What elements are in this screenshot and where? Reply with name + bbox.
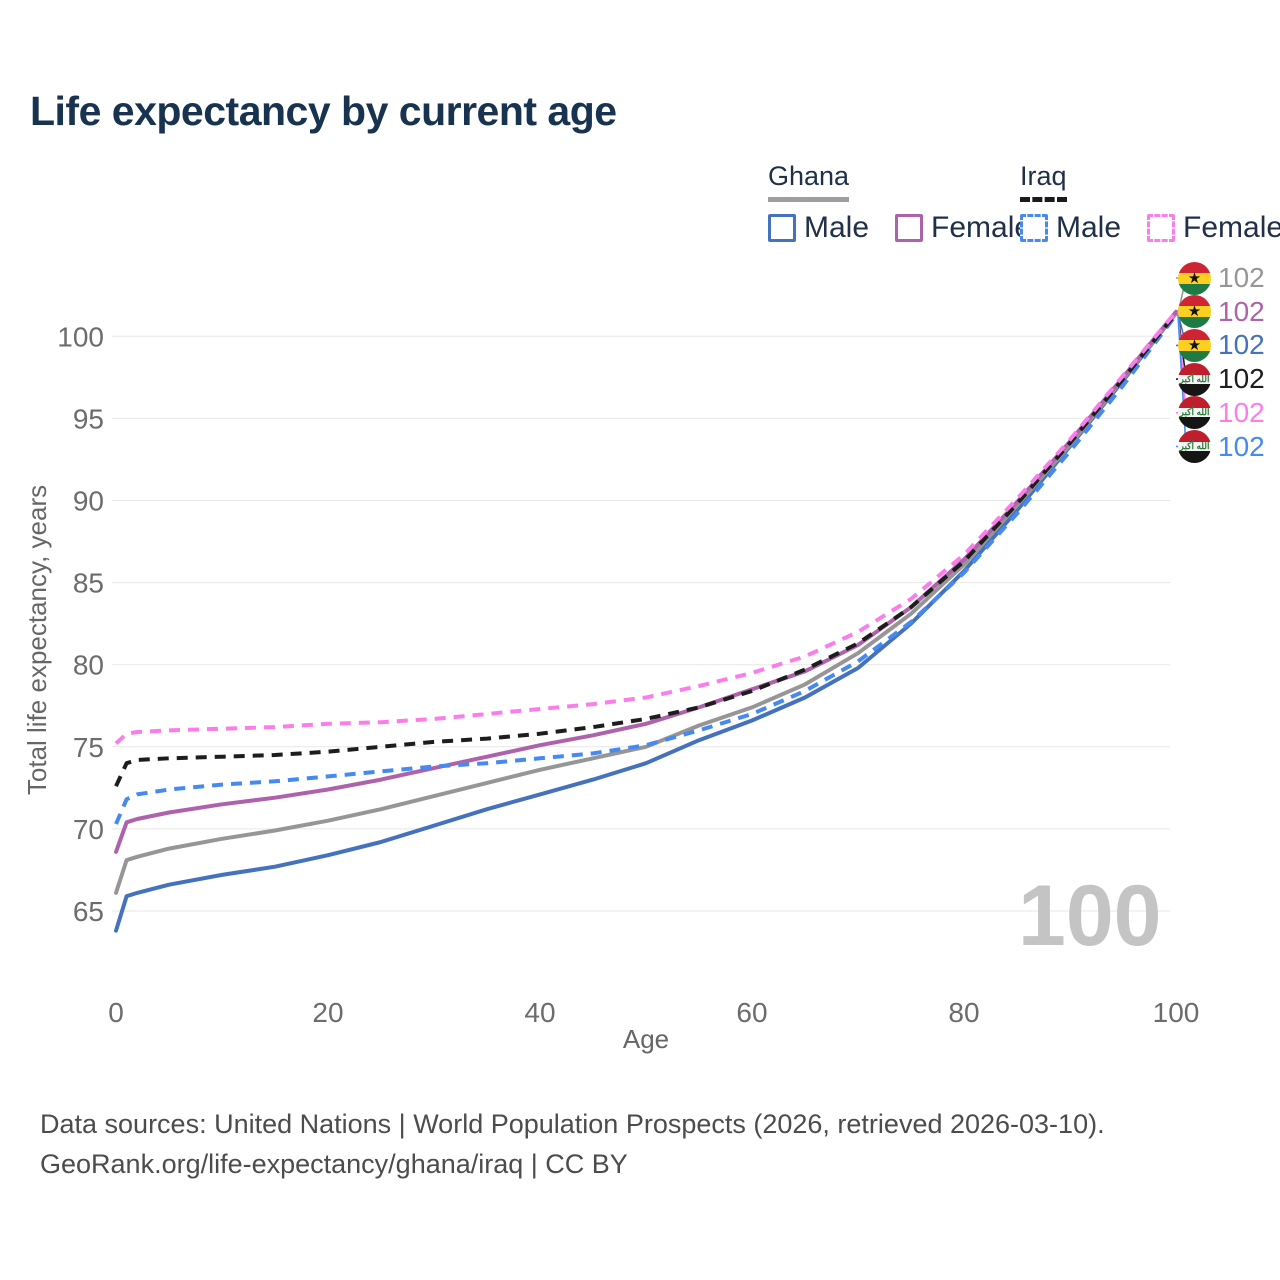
- end-value-iraq_female: 102: [1218, 396, 1265, 428]
- x-tick-0: 0: [108, 997, 124, 1028]
- end-label-row-ghana_male: ★ 102: [1178, 328, 1265, 362]
- footer-attribution: GeoRank.org/life-expectancy/ghana/iraq |…: [40, 1149, 628, 1179]
- y-tick-90: 90: [73, 486, 104, 517]
- iraq-flag-icon: الله أكبر: [1178, 396, 1211, 430]
- legend-label-ghana-female: Female: [931, 211, 1032, 244]
- legend-item-ghana-male[interactable]: Male: [768, 211, 869, 245]
- legend-row-iraq: Male Female: [1020, 211, 1280, 245]
- y-tick-65: 65: [73, 896, 104, 927]
- legend-group-ghana: Ghana Male Female: [768, 161, 1031, 245]
- ghana-star-icon: ★: [1187, 269, 1202, 287]
- x-tick-100: 100: [1153, 997, 1200, 1028]
- iraq-script-icon: الله أكبر: [1179, 373, 1210, 384]
- legend-label-ghana-male: Male: [804, 211, 870, 244]
- iraq-script-icon: الله أكبر: [1179, 441, 1210, 451]
- legend-label-iraq-female: Female: [1183, 211, 1280, 244]
- page-title: Life expectancy by current age: [30, 88, 617, 134]
- series-line-ghana_male: [114, 311, 1178, 933]
- end-value-ghana_male: 102: [1218, 329, 1265, 361]
- series-line-ghana_female: [114, 309, 1178, 854]
- ghana-star-icon: ★: [1187, 303, 1202, 321]
- legend-country-ghana[interactable]: Ghana: [768, 161, 850, 202]
- end-label-row-iraq_female: الله أكبر 102: [1178, 396, 1265, 430]
- x-tick-60: 60: [736, 997, 767, 1028]
- end-value-ghana_total: 102: [1218, 262, 1265, 293]
- legend-item-ghana-female[interactable]: Female: [895, 211, 1031, 245]
- legend-country-iraq[interactable]: Iraq: [1020, 161, 1067, 202]
- ghana-flag-icon: ★: [1178, 295, 1211, 329]
- end-value-ghana_female: 102: [1218, 295, 1265, 327]
- x-axis-title: Age: [623, 1024, 669, 1054]
- footer: Data sources: United Nations | World Pop…: [40, 1104, 1105, 1184]
- series-line-iraq_male: [114, 313, 1178, 825]
- iraq-male-swatch-icon: [1020, 214, 1048, 242]
- legend-item-iraq-male[interactable]: Male: [1020, 211, 1121, 245]
- iraq-flag-icon: الله أكبر: [1178, 430, 1211, 463]
- legend-group-iraq: Iraq Male Female: [1020, 161, 1280, 245]
- age-counter-watermark: 100: [1018, 868, 1162, 964]
- end-label-row-iraq_male: الله أكبر 102: [1178, 430, 1265, 463]
- end-label-row-ghana_total: ★ 102: [1178, 261, 1265, 295]
- iraq-script-icon: الله أكبر: [1179, 407, 1210, 418]
- iraq-flag-icon: الله أكبر: [1178, 362, 1211, 396]
- ghana-female-swatch-icon: [895, 214, 924, 242]
- x-tick-80: 80: [948, 997, 979, 1028]
- end-value-iraq_total: 102: [1218, 363, 1265, 395]
- end-label-row-ghana_female: ★ 102: [1178, 295, 1265, 329]
- y-tick-70: 70: [73, 814, 104, 845]
- y-tick-95: 95: [73, 403, 104, 434]
- end-value-iraq_male: 102: [1218, 430, 1265, 462]
- iraq-female-swatch-icon: [1147, 214, 1176, 242]
- series-line-iraq_female: [114, 310, 1178, 745]
- end-label-row-iraq_total: الله أكبر 102: [1178, 362, 1265, 396]
- footer-data-sources: Data sources: United Nations | World Pop…: [40, 1109, 1105, 1139]
- legend-label-iraq-male: Male: [1056, 211, 1122, 244]
- x-tick-20: 20: [312, 997, 343, 1028]
- y-tick-75: 75: [73, 732, 104, 763]
- ghana-star-icon: ★: [1187, 336, 1202, 354]
- legend-row-ghana: Male Female: [768, 211, 1031, 245]
- series-line-ghana_total: [114, 311, 1178, 895]
- y-axis-title: Total life expectancy, years: [22, 485, 52, 795]
- y-tick-80: 80: [73, 650, 104, 681]
- y-tick-100: 100: [57, 321, 104, 352]
- series-line-iraq_total: [114, 312, 1178, 788]
- ghana-flag-icon: ★: [1178, 328, 1211, 362]
- ghana-flag-icon: ★: [1178, 261, 1211, 295]
- ghana-male-swatch-icon: [768, 214, 796, 242]
- legend-item-iraq-female[interactable]: Female: [1147, 211, 1280, 245]
- y-tick-85: 85: [73, 568, 104, 599]
- x-tick-40: 40: [524, 997, 555, 1028]
